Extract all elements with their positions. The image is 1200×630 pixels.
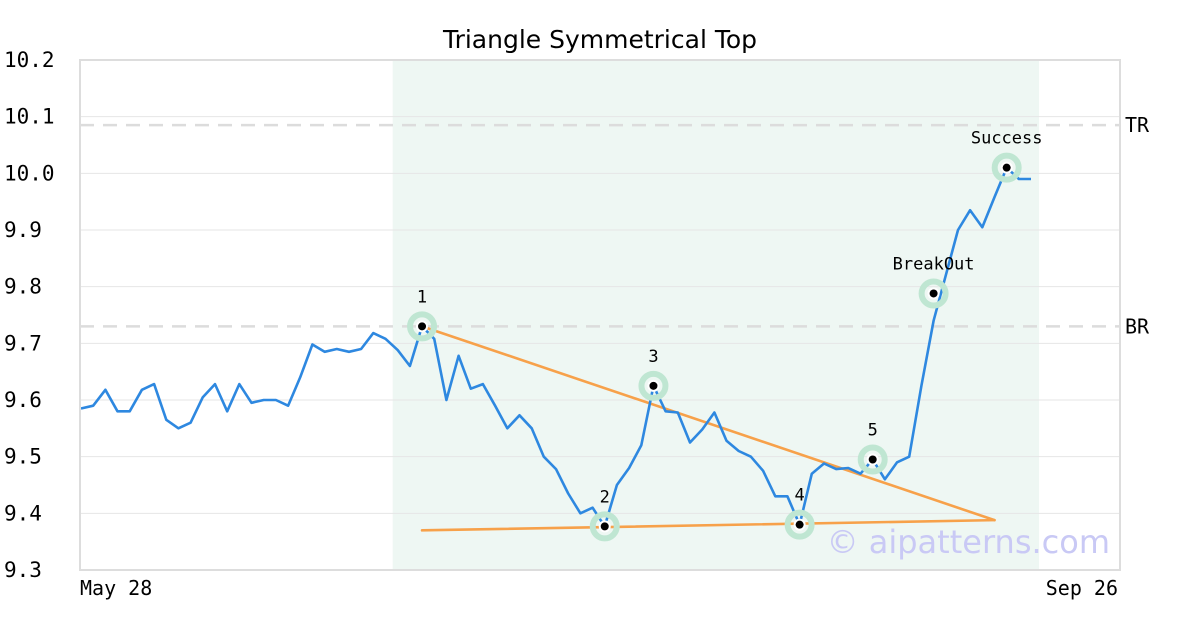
watermark: © aipatterns.com — [827, 523, 1110, 561]
y-tick-label: 10.1 — [4, 105, 55, 129]
marker-ring-success — [991, 152, 1022, 183]
marker-dot-success — [1002, 163, 1011, 172]
marker-ring-3 — [638, 370, 669, 401]
y-tick-label: 9.6 — [4, 388, 42, 412]
marker-label-breakout: BreakOut — [893, 254, 975, 274]
marker-label-success: Success — [971, 129, 1043, 149]
marker-dot-1 — [418, 322, 427, 331]
x-tick-end: Sep 26 — [1046, 576, 1118, 600]
marker-dot-4 — [795, 520, 804, 529]
y-tick-label: 10.0 — [4, 161, 55, 185]
trendline-2 — [420, 518, 996, 532]
y-axis-ticks: 10.2 10.1 10.0 9.9 9.8 9.7 9.6 9.5 9.4 9.3 — [4, 48, 55, 582]
pattern-markers: 1 2 3 4 5 BreakOut Success — [407, 129, 1043, 542]
marker-label-5: 5 — [868, 421, 878, 441]
y-tick-label: 9.7 — [4, 331, 42, 355]
y-tick-label: 9.5 — [4, 445, 42, 469]
y-tick-label: 9.9 — [4, 218, 42, 242]
reference-label-br: BR — [1125, 314, 1150, 338]
reference-label-tr: TR — [1125, 113, 1150, 137]
y-tick-label: 10.2 — [4, 48, 55, 72]
plot-frame — [79, 59, 1121, 571]
marker-dot-breakout — [929, 289, 938, 298]
marker-ring-2 — [589, 511, 620, 542]
marker-dot-5 — [868, 455, 877, 464]
marker-label-1: 1 — [417, 287, 427, 307]
marker-dot-3 — [649, 381, 658, 390]
marker-ring-5 — [857, 444, 888, 475]
marker-label-3: 3 — [648, 347, 658, 367]
marker-label-2: 2 — [600, 487, 610, 507]
marker-dot-2 — [600, 522, 609, 531]
marker-label-4: 4 — [794, 486, 804, 506]
marker-ring-4 — [784, 509, 815, 540]
marker-ring-breakout — [918, 278, 949, 309]
pattern-highlight-region — [392, 60, 1040, 570]
y-tick-label: 9.4 — [4, 501, 42, 525]
y-tick-label: 9.3 — [4, 558, 42, 582]
y-tick-label: 9.8 — [4, 275, 42, 299]
x-tick-start: May 28 — [80, 576, 152, 600]
marker-ring-1 — [407, 311, 438, 342]
chart-title: Triangle Symmetrical Top — [442, 25, 757, 54]
reference-lines: TR BR — [80, 113, 1150, 338]
